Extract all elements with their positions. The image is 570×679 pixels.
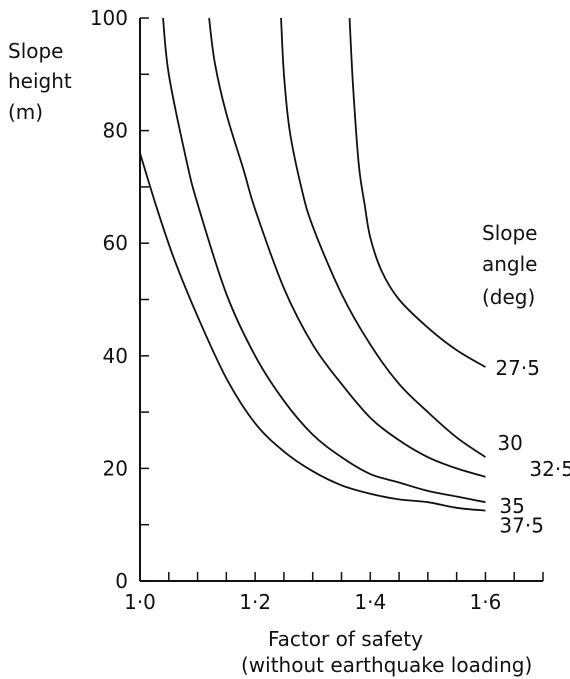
series-line <box>162 17 486 504</box>
series-label: 35 <box>499 494 524 518</box>
x-ticks <box>139 572 544 581</box>
series-line <box>139 152 486 512</box>
legend-title-line-2: angle <box>482 252 538 276</box>
y-tick-labels: 0 20 40 60 80 100 <box>90 6 128 593</box>
y-tick-label: 0 <box>115 569 128 593</box>
y-tick-label: 20 <box>103 456 128 480</box>
series-label: 27·5 <box>495 356 540 380</box>
y-tick-label: 40 <box>103 344 128 368</box>
y-tick-label: 80 <box>103 119 128 143</box>
series-lines <box>139 17 486 512</box>
y-ticks <box>140 17 149 582</box>
x-tick-labels: 1·0 1·2 1·4 1·6 <box>124 590 501 614</box>
y-axis-title-line-3: (m) <box>8 100 43 124</box>
y-axis-title-line-2: height <box>8 69 72 93</box>
y-tick-label: 60 <box>103 231 128 255</box>
legend-title-line-3: (deg) <box>482 285 535 309</box>
x-tick-label: 1·2 <box>239 590 271 614</box>
series-label: 32·5 <box>529 457 570 481</box>
y-axis-title-line-1: Slope <box>8 39 64 63</box>
series-label: 30 <box>497 431 522 455</box>
y-tick-label: 100 <box>90 6 128 30</box>
series-label: 37·5 <box>499 514 544 538</box>
series-line <box>348 17 486 368</box>
legend-title-line-1: Slope <box>482 221 538 245</box>
x-tick-label: 1·0 <box>124 590 156 614</box>
x-tick-label: 1·4 <box>354 590 386 614</box>
x-axis-title-line-2: (without earthquake loading) <box>241 653 532 677</box>
x-tick-label: 1·6 <box>470 590 502 614</box>
series-line <box>280 17 486 458</box>
x-axis-title-line-1: Factor of safety <box>268 627 423 651</box>
series-line <box>208 17 486 478</box>
